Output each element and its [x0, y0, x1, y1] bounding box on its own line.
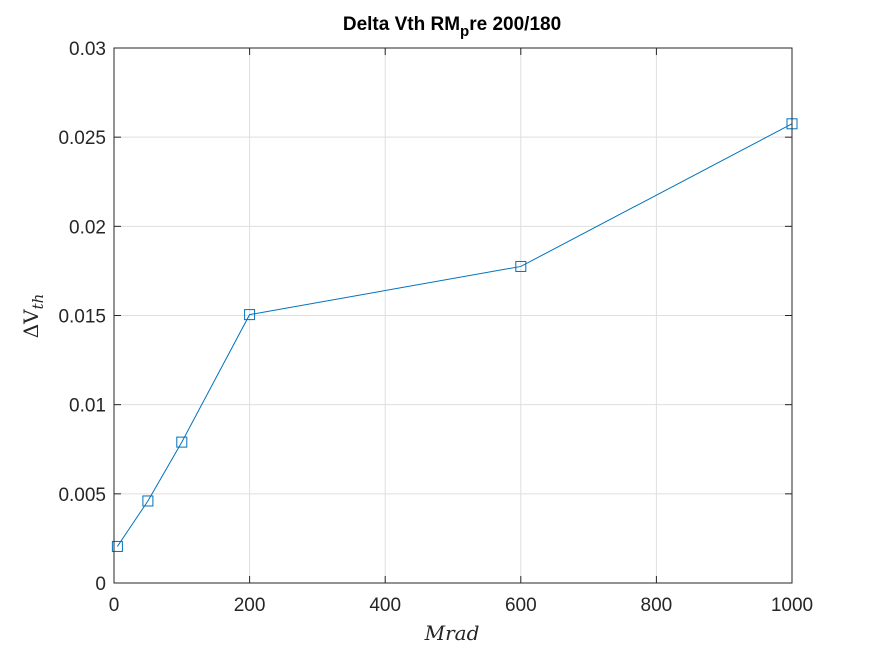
x-axis-label: Mrad	[424, 621, 480, 645]
x-tick-label: 0	[109, 595, 120, 616]
data-point-marker	[176, 436, 188, 448]
y-tick-label: 0	[95, 574, 106, 595]
y-tick-label: 0.03	[69, 39, 106, 60]
axis-ticks	[113, 47, 793, 584]
chart-title: Delta Vth RMpre 200/180	[343, 14, 561, 40]
y-axis-label: ΔVth	[19, 294, 47, 339]
x-tick-label: 200	[234, 595, 266, 616]
data-point-marker	[142, 495, 154, 507]
y-tick-labels: 0 0.005 0.01 0.015 0.02 0.025 0.03	[58, 39, 106, 595]
y-tick-label: 0.01	[69, 396, 106, 417]
y-tick-label: 0.02	[69, 217, 106, 238]
x-tick-labels: 0 200 400 600 800 1000	[109, 595, 813, 616]
x-tick-label: 800	[641, 595, 673, 616]
x-tick-label: 1000	[771, 595, 813, 616]
x-tick-label: 600	[505, 595, 537, 616]
x-tick-label: 400	[369, 595, 401, 616]
y-tick-label: 0.025	[58, 128, 106, 149]
data-point-marker	[244, 309, 256, 321]
data-point-marker	[515, 260, 527, 272]
series-line	[116, 123, 793, 547]
y-tick-label: 0.015	[58, 307, 106, 328]
data-point-marker	[111, 540, 123, 552]
y-tick-label: 0.005	[58, 485, 106, 506]
